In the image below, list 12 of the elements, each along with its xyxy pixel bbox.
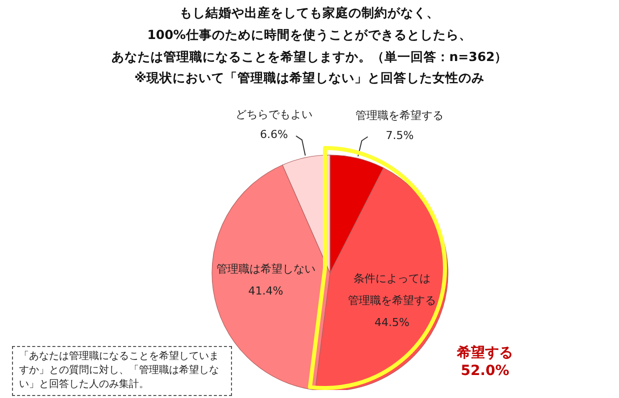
data-label: 6.6% [260,128,288,141]
data-label: 7.5% [386,128,414,142]
slice-label: 管理職を希望する [356,108,444,122]
text: 希望する 52.0% [456,344,514,380]
chart-title: もし結婚や出産をしても家庭の制約がなく、100%仕事のために時間を使うことができるとしたら、あなたは管理職になることを希望しますか。（単一回答：n=362） [110,4,509,66]
text: 「あなたは管理職になることを希望していますか」との質問に対し、「管理職は希望しない」と回答した人のみ集計。 [12,346,232,396]
slice-label: 条件によっては管理職を希望する [348,272,436,308]
chart-subtitle: ※現状において「管理職は希望しない」と回答した女性のみ [133,70,486,87]
slice-label: どちらでもよい [236,108,313,121]
data-label: 41.4% [248,284,284,298]
slice-label: 管理職は希望しない [216,262,316,276]
data-label: 44.5% [374,316,410,330]
